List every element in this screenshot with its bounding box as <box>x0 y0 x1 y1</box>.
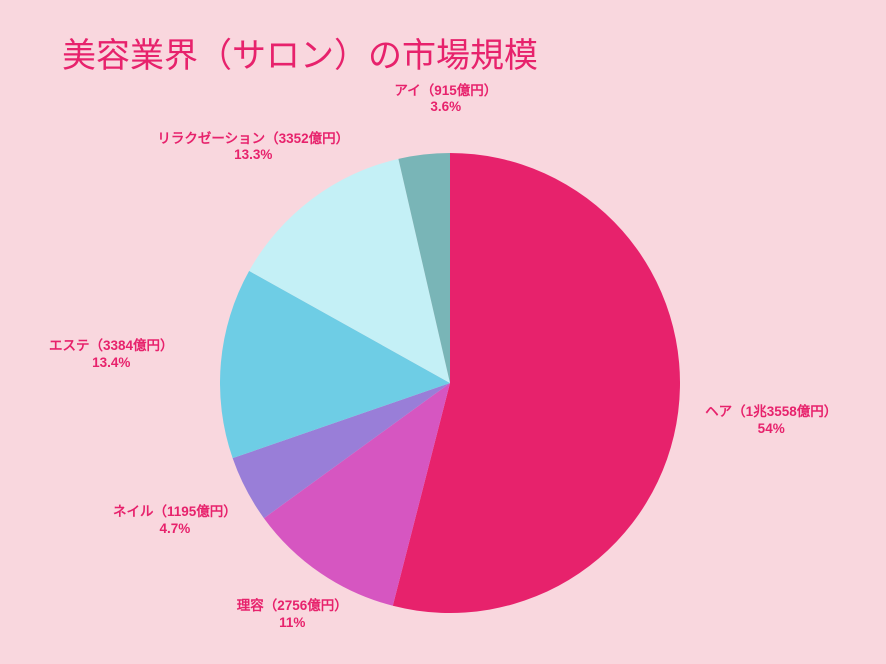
slice-label-name: エステ（3384億円） <box>49 338 174 355</box>
slice-label: アイ（915億円）3.6% <box>394 83 497 117</box>
slice-label: ネイル（1195億円）4.7% <box>113 504 237 538</box>
slice-label-percent: 4.7% <box>113 521 237 538</box>
slice-label: リラクゼーション（3352億円）13.3% <box>157 131 349 165</box>
slice-label: ヘア（1兆3558億円）54% <box>705 404 837 438</box>
slice-label-percent: 13.3% <box>157 148 349 165</box>
slice-label-name: ネイル（1195億円） <box>113 504 237 521</box>
slice-label-name: ヘア（1兆3558億円） <box>705 404 837 421</box>
slice-label-percent: 54% <box>705 421 837 438</box>
slice-label-name: 理容（2756億円） <box>237 598 348 615</box>
slice-label-name: アイ（915億円） <box>394 83 497 100</box>
pie-svg <box>220 153 680 613</box>
slice-label-percent: 3.6% <box>394 100 497 117</box>
slice-label-percent: 13.4% <box>49 355 174 372</box>
pie-chart <box>220 153 680 613</box>
slice-label-percent: 11% <box>237 615 348 632</box>
chart-title: 美容業界（サロン）の市場規模 <box>62 28 538 77</box>
slice-label: エステ（3384億円）13.4% <box>49 338 174 372</box>
slice-label: 理容（2756億円）11% <box>237 598 348 632</box>
slice-label-name: リラクゼーション（3352億円） <box>157 131 349 148</box>
